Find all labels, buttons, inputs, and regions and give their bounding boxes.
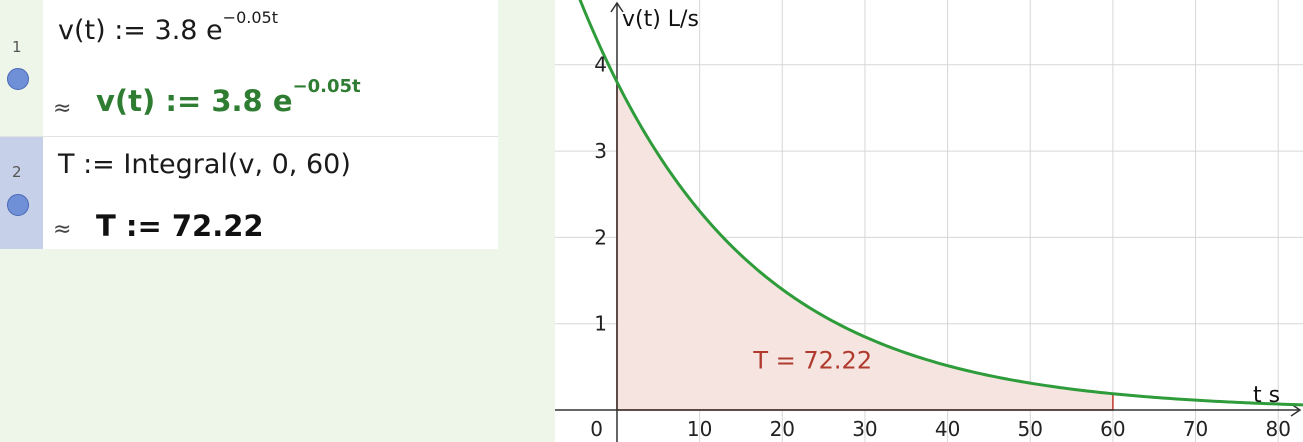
- input-expression[interactable]: T := Integral(v, 0, 60): [58, 149, 351, 180]
- grid: [555, 0, 1303, 442]
- algebra-row-T[interactable]: 2 T := Integral(v, 0, 60) ≈ T := 72.22: [0, 137, 498, 249]
- input-exponent: −0.05t: [222, 8, 278, 27]
- row-gutter: 2: [0, 137, 43, 249]
- function-curve-v[interactable]: [555, 0, 1303, 407]
- visibility-toggle-icon[interactable]: [7, 68, 29, 90]
- x-tick-label: 20: [770, 417, 795, 441]
- algebra-row-v[interactable]: 1 v(t) := 3.8 e−0.05t ≈ v(t) := 3.8 e−0.…: [0, 0, 498, 137]
- x-tick-label: 10: [687, 417, 712, 441]
- area-label[interactable]: T = 72.22: [752, 347, 872, 375]
- x-tick-label: 60: [1100, 417, 1125, 441]
- row-number: 2: [12, 163, 22, 181]
- output-base: v(t) := 3.8 e: [96, 84, 293, 118]
- algebra-view: 1 v(t) := 3.8 e−0.05t ≈ v(t) := 3.8 e−0.…: [0, 0, 555, 442]
- output-expression: v(t) := 3.8 e−0.05t: [96, 76, 361, 118]
- x-tick-label: 30: [852, 417, 877, 441]
- input-expression[interactable]: v(t) := 3.8 e−0.05t: [58, 8, 278, 46]
- y-tick-label: 3: [594, 139, 607, 163]
- y-axis-arrow-icon: [610, 1, 624, 13]
- x-tick-label: 80: [1265, 417, 1290, 441]
- approx-symbol: ≈: [53, 217, 72, 242]
- origin-label: 0: [590, 417, 603, 441]
- row-number: 1: [12, 38, 22, 56]
- visibility-toggle-icon[interactable]: [7, 194, 29, 216]
- y-axis-label: v(t) L/s: [622, 7, 699, 32]
- x-axis-label: t s: [1253, 383, 1280, 408]
- x-tick-label: 70: [1183, 417, 1208, 441]
- row-gutter: 1: [0, 0, 43, 136]
- x-tick-label: 50: [1018, 417, 1043, 441]
- y-tick-label: 1: [594, 312, 607, 336]
- input-base: v(t) := 3.8 e: [58, 15, 223, 46]
- y-tick-label: 2: [594, 225, 607, 249]
- y-tick-label: 4: [594, 53, 607, 77]
- output-exponent: −0.05t: [292, 76, 361, 98]
- approx-symbol: ≈: [53, 96, 72, 121]
- x-tick-label: 40: [935, 417, 960, 441]
- output-expression: T := 72.22: [96, 209, 264, 243]
